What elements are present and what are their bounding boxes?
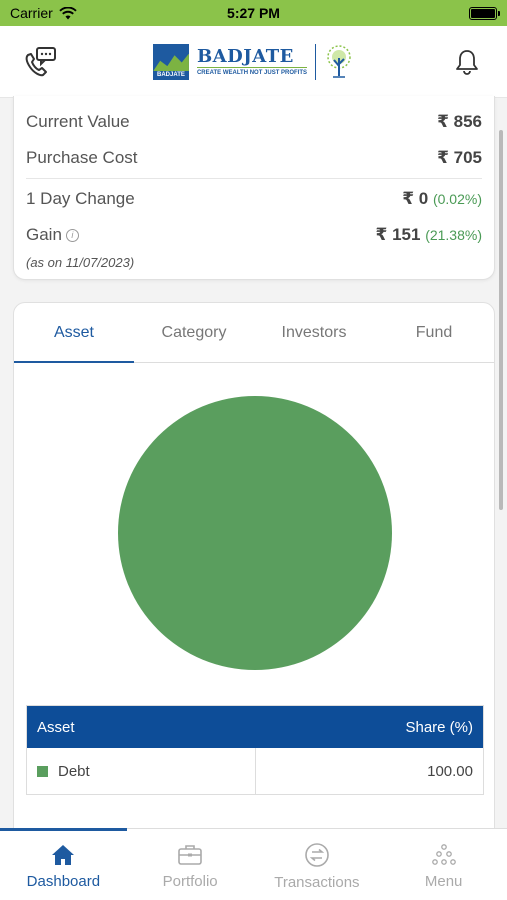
current-value-label: Current Value xyxy=(26,112,130,131)
header-asset: Asset xyxy=(37,718,75,736)
bell-icon xyxy=(456,49,478,75)
purchase-cost-row: Purchase Cost ₹ 705 xyxy=(26,140,482,176)
brand-tagline: CREATE WEALTH NOT JUST PROFITS xyxy=(196,67,308,76)
logo-mark-text: BADJATE xyxy=(152,70,189,80)
home-icon xyxy=(52,845,75,865)
current-value-row: Current Value ₹ 856 xyxy=(26,104,482,140)
carrier-label: Carrier xyxy=(10,5,53,21)
current-value: ₹ 856 xyxy=(437,112,482,131)
day-change-percent: (0.02%) xyxy=(432,191,482,207)
table-header: Asset Share (%) xyxy=(27,706,483,748)
tab-category[interactable]: Category xyxy=(161,323,227,341)
brand-logo: BADJATE BADJATE CREATE WEALTH NOT JUST P… xyxy=(152,43,354,80)
asset-share: 100.00 xyxy=(427,762,473,780)
allocation-card: Asset Category Investors Fund Asset Shar… xyxy=(13,302,495,842)
day-change-value: ₹ 0 xyxy=(402,189,429,208)
tab-investors[interactable]: Investors xyxy=(281,323,347,341)
asset-share-table: Asset Share (%) Debt 100.00 xyxy=(26,705,484,795)
nav-transactions-label: Transactions xyxy=(274,874,360,891)
scrollbar[interactable] xyxy=(499,130,503,510)
legend-swatch xyxy=(37,765,48,777)
transfer-icon xyxy=(305,843,329,867)
logo-divider xyxy=(315,43,317,80)
tab-fund[interactable]: Fund xyxy=(415,323,453,341)
pie-slice-debt[interactable] xyxy=(118,396,392,670)
info-icon[interactable]: i xyxy=(65,228,79,242)
wifi-icon xyxy=(59,6,77,19)
summary-divider xyxy=(26,178,482,179)
portfolio-summary-card: Current Value ₹ 856 Purchase Cost ₹ 705 … xyxy=(13,96,495,280)
table-row: Debt 100.00 xyxy=(27,748,483,794)
app-header: BADJATE BADJATE CREATE WEALTH NOT JUST P… xyxy=(0,26,507,98)
status-left: Carrier xyxy=(10,5,77,21)
contact-support-button[interactable] xyxy=(20,42,60,82)
nav-dashboard-label: Dashboard xyxy=(26,873,101,890)
briefcase-icon xyxy=(178,845,202,865)
nav-dashboard[interactable]: Dashboard xyxy=(0,828,127,900)
phone-chat-icon xyxy=(25,46,56,76)
gain-value: ₹ 151 xyxy=(375,225,421,244)
nav-menu[interactable]: Menu xyxy=(380,829,507,900)
gain-percent: (21.38%) xyxy=(425,227,482,243)
day-change-row: 1 Day Change ₹ 0 (0.02%) xyxy=(26,181,482,217)
gain-row: Gain i ₹ 151 (21.38%) xyxy=(26,217,482,253)
header-share: Share (%) xyxy=(405,718,473,736)
purchase-cost-label: Purchase Cost xyxy=(26,148,138,167)
gain-label: Gain xyxy=(26,225,62,244)
status-bar: Carrier 5:27 PM xyxy=(0,0,507,26)
purchase-cost-value: ₹ 705 xyxy=(437,148,482,167)
logo-mark: BADJATE xyxy=(152,43,189,80)
notifications-button[interactable] xyxy=(447,42,487,82)
pie-chart xyxy=(14,363,494,703)
asset-name: Debt xyxy=(58,762,90,780)
nav-portfolio[interactable]: Portfolio xyxy=(127,829,254,900)
status-time: 5:27 PM xyxy=(227,5,280,21)
bottom-navigation: Dashboard Portfolio Transactions Menu xyxy=(0,828,507,900)
nav-portfolio-label: Portfolio xyxy=(162,873,218,890)
tab-asset[interactable]: Asset xyxy=(14,303,134,363)
as-on-date: (as on 11/07/2023) xyxy=(26,255,135,270)
day-change-label: 1 Day Change xyxy=(26,189,135,208)
tree-logo-icon xyxy=(327,44,351,78)
brand-name: BADJATE xyxy=(196,46,294,67)
dots-grid-icon xyxy=(431,844,456,865)
battery-icon xyxy=(469,6,500,20)
nav-menu-label: Menu xyxy=(424,873,463,890)
nav-transactions[interactable]: Transactions xyxy=(254,829,381,900)
allocation-tabs: Asset Category Investors Fund xyxy=(14,303,494,363)
